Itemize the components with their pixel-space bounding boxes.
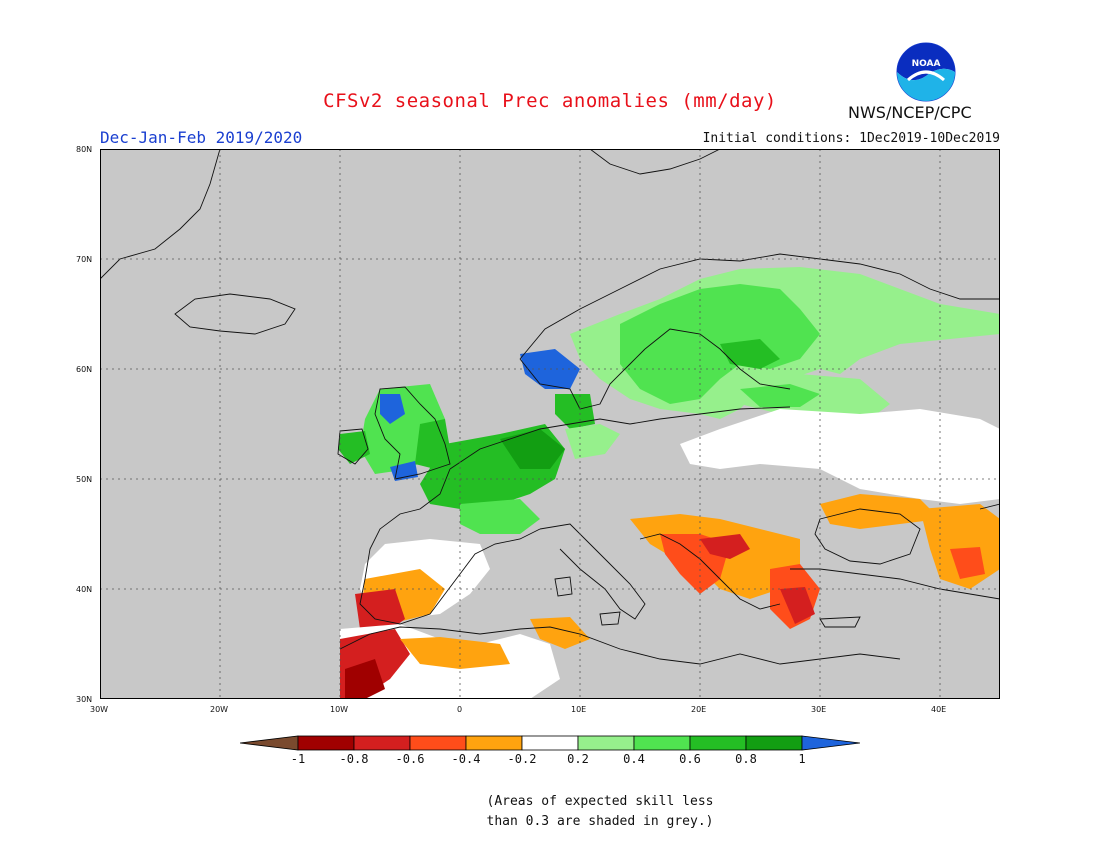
colorbar-cell	[465, 735, 523, 751]
logo-text: NOAA	[912, 59, 941, 69]
lon-label-0: 0	[457, 705, 463, 714]
sweden-wet	[555, 394, 595, 429]
lat-label-40n: 40N	[76, 585, 93, 594]
baltic-wet	[740, 384, 820, 407]
lat-label-70n: 70N	[76, 255, 93, 264]
colorbar-tick-label: -0.2	[508, 752, 537, 766]
anomaly-shading	[338, 267, 1000, 699]
colorbar-cell	[521, 735, 579, 751]
colorbar-tick-label: 1	[798, 752, 805, 766]
footnote-line-1: (Areas of expected skill less	[486, 794, 714, 809]
finland-wet	[720, 339, 780, 369]
chart-title: CFSv2 seasonal Prec anomalies (mm/day)	[323, 90, 777, 112]
colorbar-cell	[577, 735, 635, 751]
lon-label-20e: 20E	[691, 705, 707, 714]
germany-very-wet	[500, 429, 565, 469]
lon-label-10w: 10W	[330, 705, 349, 714]
scotland-very-wet	[380, 394, 405, 424]
lat-label-60n: 60N	[76, 365, 93, 374]
colorbar-low-triangle	[240, 735, 299, 751]
morocco-extreme-dry	[345, 659, 385, 699]
poland-light-wet	[565, 424, 620, 459]
footnote-line-2: than 0.3 are shaded in grey.)	[486, 814, 714, 829]
eastern-europe-neutral	[680, 409, 1000, 504]
colorbar-tick-label: -0.4	[452, 752, 481, 766]
colorbar-legend: -1 -0.8 -0.6 -0.4 -0.2 0.2 0.4 0.6 0.8 1	[240, 735, 860, 766]
season-label: Dec-Jan-Feb 2019/2020	[100, 128, 303, 147]
colorbar-cell	[689, 735, 747, 751]
skill-footnote: (Areas of expected skill less than 0.3 a…	[0, 792, 1100, 832]
lat-label-30n: 30N	[76, 695, 93, 704]
lon-label-10e: 10E	[571, 705, 587, 714]
colorbar-high-triangle	[801, 735, 860, 751]
agency-label: NWS/NCEP/CPC	[848, 103, 972, 122]
lat-label-80n: 80N	[76, 145, 93, 154]
colorbar-tick-label: 0.6	[679, 752, 701, 766]
colorbar-cell	[409, 735, 467, 751]
algeria-dry	[400, 637, 510, 669]
noaa-logo: NOAA	[896, 42, 956, 102]
lon-label-30e: 30E	[811, 705, 827, 714]
colorbar-tick-label: -0.6	[396, 752, 425, 766]
serbia-extreme-dry	[700, 534, 750, 559]
colorbar-tick-label: -1	[291, 752, 305, 766]
france-light-wet	[460, 499, 540, 534]
caucasus-very-dry	[950, 547, 985, 579]
lon-label-30w: 30W	[90, 705, 109, 714]
tunisia-dry	[530, 617, 590, 649]
lon-label-20w: 20W	[210, 705, 229, 714]
lat-lon-grid	[100, 149, 1000, 699]
colorbar-tick-label: 0.4	[623, 752, 645, 766]
colorbar-cell	[745, 735, 803, 751]
initial-conditions-label: Initial conditions: 1Dec2019-10Dec2019	[702, 131, 1000, 146]
colorbar-tick-label: 0.8	[735, 752, 757, 766]
aegean-extreme-dry	[780, 587, 815, 624]
lat-label-50n: 50N	[76, 475, 93, 484]
colorbar-cell	[633, 735, 691, 751]
colorbar-tick-label: 0.2	[567, 752, 589, 766]
colorbar-tick-label: -0.8	[340, 752, 369, 766]
precip-anomaly-map	[100, 149, 1000, 699]
colorbar-cell	[353, 735, 411, 751]
lon-label-40e: 40E	[931, 705, 947, 714]
colorbar-cell	[297, 735, 355, 751]
